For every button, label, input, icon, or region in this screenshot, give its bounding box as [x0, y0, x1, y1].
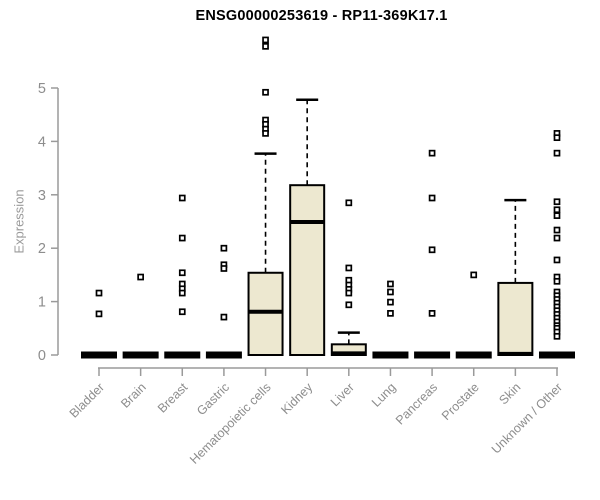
x-tick-label-pancreas: Pancreas [393, 380, 440, 427]
outlier-point-lung [387, 309, 394, 317]
x-tick-label-liver: Liver [328, 380, 357, 409]
outlier-point-pancreas [428, 194, 436, 202]
outlier-point-liver [345, 199, 353, 207]
outlier-point-bladder [95, 310, 103, 318]
box-collapsed-brain [122, 351, 159, 359]
outlier-point-hematopoietic-cells [262, 42, 269, 50]
outlier-point-hematopoietic-cells [262, 130, 269, 137]
outlier-point-breast [178, 194, 186, 202]
outlier-point-prostate [470, 271, 478, 279]
outlier-point-liver [345, 289, 353, 297]
outlier-point-liver [345, 301, 353, 309]
box-hematopoietic-cells [247, 271, 284, 357]
chart-title: ENSG00000253619 - RP11-369K17.1 [195, 8, 448, 24]
x-tick-label-hematopoietic-cells: Hematopoietic cells [187, 380, 274, 467]
x-tick-label-kidney: Kidney [278, 380, 315, 417]
outlier-point-unknown-other [553, 277, 561, 285]
outlier-point-pancreas [428, 246, 436, 254]
box-collapsed-breast [164, 351, 201, 359]
outlier-point-breast [178, 289, 186, 297]
outlier-point-gastric [220, 313, 228, 321]
outlier-point-unknown-other [553, 234, 561, 242]
outlier-point-lung [387, 298, 394, 306]
y-tick-label-1: 1 [38, 295, 46, 311]
y-tick-label-0: 0 [38, 348, 46, 364]
x-tick-label-skin: Skin [496, 380, 523, 407]
y-tick-label-5: 5 [38, 81, 46, 97]
box-skin [497, 281, 534, 356]
outlier-point-breast [178, 269, 186, 277]
x-tick-label-bladder: Bladder [67, 380, 107, 420]
x-tick-label-lung: Lung [369, 380, 399, 410]
box-collapsed-unknown-other [538, 351, 575, 359]
outlier-point-pancreas [428, 309, 436, 317]
outlier-point-unknown-other [553, 212, 561, 219]
box-collapsed-lung [372, 351, 409, 359]
outlier-point-gastric [220, 265, 228, 272]
outlier-point-unknown-other [553, 134, 561, 142]
y-tick-label-3: 3 [38, 188, 46, 204]
x-tick-label-brain: Brain [118, 380, 149, 411]
outlier-point-unknown-other [553, 198, 561, 206]
outlier-point-unknown-other [553, 149, 561, 157]
outlier-point-bladder [95, 289, 103, 297]
box-collapsed-gastric [205, 351, 242, 359]
box-collapsed-pancreas [414, 351, 451, 359]
x-tick-label-unknown-other: Unknown / Other [489, 380, 565, 456]
y-tick-label-2: 2 [38, 241, 46, 257]
outlier-point-gastric [220, 244, 228, 252]
outlier-point-lung [387, 280, 394, 288]
outlier-point-unknown-other [553, 206, 561, 214]
outlier-point-unknown-other [553, 256, 561, 264]
box-kidney [289, 184, 326, 356]
outlier-point-hematopoietic-cells [262, 88, 269, 96]
box-collapsed-bladder [81, 351, 117, 359]
outlier-point-brain [137, 273, 144, 281]
outlier-point-lung [387, 288, 394, 296]
outlier-point-pancreas [428, 149, 436, 157]
outlier-point-liver [345, 264, 353, 272]
x-tick-label-gastric: Gastric [194, 380, 232, 418]
outlier-point-hematopoietic-cells [262, 36, 269, 44]
outlier-point-unknown-other [553, 332, 561, 340]
y-tick-label-4: 4 [38, 134, 46, 150]
x-tick-label-prostate: Prostate [439, 380, 482, 423]
x-tick-label-breast: Breast [155, 380, 191, 416]
box-collapsed-prostate [455, 351, 492, 359]
outlier-point-breast [178, 234, 186, 242]
outlier-point-breast [178, 308, 186, 316]
outlier-point-unknown-other [553, 226, 561, 234]
